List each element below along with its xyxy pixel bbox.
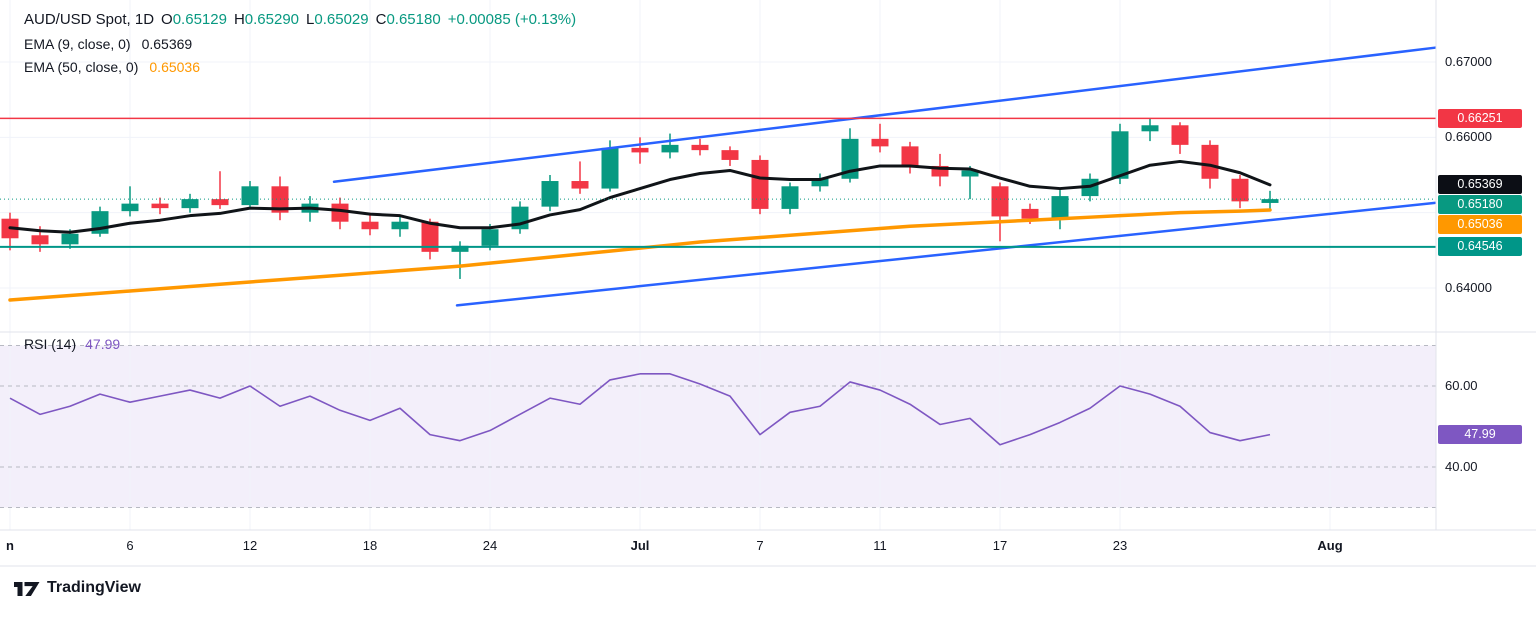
ema50-value: 0.65036 — [149, 59, 200, 75]
candle-body — [1111, 131, 1129, 179]
ema50-label: EMA (50, close, 0) — [24, 59, 139, 75]
rsi-axis-label: 40.00 — [1445, 459, 1478, 474]
time-axis-label: 24 — [482, 538, 498, 553]
tradingview-logo-icon — [14, 582, 40, 596]
high-value: H0.65290 — [234, 11, 299, 28]
time-axis-label: Jul — [630, 538, 650, 553]
symbol-title: AUD/USD Spot, 1D — [24, 11, 155, 28]
candle-body — [1261, 199, 1279, 203]
candle-body — [601, 147, 619, 189]
candle-body — [241, 186, 259, 206]
ema9-legend[interactable]: EMA (9, close, 0) 0.65369 — [24, 36, 576, 52]
candle-body — [691, 144, 709, 151]
ohlc-letter: C — [375, 11, 387, 28]
open-value: O0.65129 — [161, 11, 227, 28]
ohlc-letter: H — [233, 11, 245, 28]
ema50-line — [8, 208, 1272, 302]
ohlc-number: 0.65129 — [172, 11, 227, 28]
rsi-value: 47.99 — [85, 336, 121, 352]
candle-body — [961, 170, 979, 177]
candle-body — [781, 186, 799, 209]
ema9-value: 0.65369 — [141, 36, 193, 52]
ohlc-number: 0.65290 — [244, 11, 300, 28]
candle-body — [391, 221, 409, 230]
ema50-legend[interactable]: EMA (50, close, 0) 0.65036 — [24, 59, 576, 75]
candle-body — [331, 203, 349, 222]
rsi-value-badge: 47.99 — [1438, 425, 1522, 445]
candle-body — [481, 229, 499, 246]
ohlc-letter: L — [306, 11, 315, 28]
time-axis-label: 18 — [362, 538, 378, 553]
candle-body — [121, 203, 139, 212]
candle-body — [931, 165, 949, 177]
candle-body — [361, 221, 379, 230]
candle-body — [811, 178, 829, 187]
ohlc-number: 0.65180 — [386, 11, 441, 28]
candle-body — [31, 235, 49, 245]
candle-body — [151, 203, 169, 209]
time-axis-label: 17 — [992, 538, 1008, 553]
rsi-label: RSI (14) — [24, 336, 77, 352]
price-axis-label: 0.66000 — [1445, 129, 1492, 145]
tradingview-brand-text: TradingView — [47, 579, 141, 596]
candle-body — [541, 181, 559, 207]
time-axis-label: 6 — [126, 538, 134, 553]
candle-body — [661, 144, 679, 153]
candle-body — [1201, 144, 1219, 179]
ema9-line — [8, 159, 1272, 234]
time-axis-label: 23 — [1112, 538, 1128, 553]
rsi-legend[interactable]: RSI (14) 47.99 — [24, 336, 120, 352]
price-badge: 0.65036 — [1438, 215, 1522, 235]
rsi-zone — [0, 345, 1436, 508]
candle-body — [61, 233, 79, 245]
candle-body — [571, 181, 589, 189]
price-badge: 0.66251 — [1438, 108, 1522, 128]
ema9-label: EMA (9, close, 0) — [24, 36, 131, 52]
time-axis-label: Aug — [1317, 538, 1343, 553]
price-badge: 0.65369 — [1438, 175, 1522, 195]
candle-body — [871, 138, 889, 147]
candle-body — [901, 146, 919, 166]
symbol-legend[interactable]: AUD/USD Spot, 1D O0.65129 H0.65290 L0.65… — [24, 11, 576, 28]
candle-body — [1021, 208, 1039, 219]
candle-body — [751, 159, 769, 209]
horizontal-levels — [0, 117, 1436, 248]
rsi-axis-label: 60.00 — [1445, 378, 1478, 393]
ohlc-number: 0.65029 — [314, 11, 369, 28]
candle-body — [421, 221, 439, 252]
trendline[interactable] — [332, 46, 1437, 184]
candle-body — [181, 199, 199, 209]
price-axis-label: 0.64000 — [1445, 279, 1492, 295]
time-axis-label: 11 — [873, 538, 887, 553]
candle-body — [631, 147, 649, 153]
candle-body — [211, 199, 229, 206]
candle-body — [1051, 196, 1069, 219]
candle-body — [991, 186, 1009, 217]
rsi-line — [9, 373, 1271, 446]
price-badge: 0.64546 — [1438, 237, 1522, 257]
ohlc-letter: O — [161, 11, 173, 28]
candle-body — [1171, 125, 1189, 145]
time-axis-label: 7 — [756, 538, 764, 553]
candle-body — [1231, 178, 1249, 202]
candle-body — [1141, 125, 1159, 132]
candle-body — [451, 245, 469, 252]
trend-channel — [332, 46, 1437, 307]
time-axis-label: 12 — [242, 538, 258, 553]
trendline[interactable] — [455, 201, 1437, 307]
change-value: +0.00085 (+0.13%) — [447, 11, 577, 28]
candle-body — [721, 150, 739, 160]
price-badge: 0.65180 — [1438, 195, 1522, 215]
low-value: L0.65029 — [306, 11, 369, 28]
time-axis-label: n — [6, 538, 14, 553]
close-value: C0.65180 — [376, 11, 441, 28]
price-axis-label: 0.67000 — [1445, 54, 1492, 69]
chart-legend: AUD/USD Spot, 1D O0.65129 H0.65290 L0.65… — [24, 11, 576, 82]
tradingview-brand[interactable]: TradingView — [14, 579, 141, 597]
separators — [0, 0, 1536, 567]
candle-body — [841, 138, 859, 179]
